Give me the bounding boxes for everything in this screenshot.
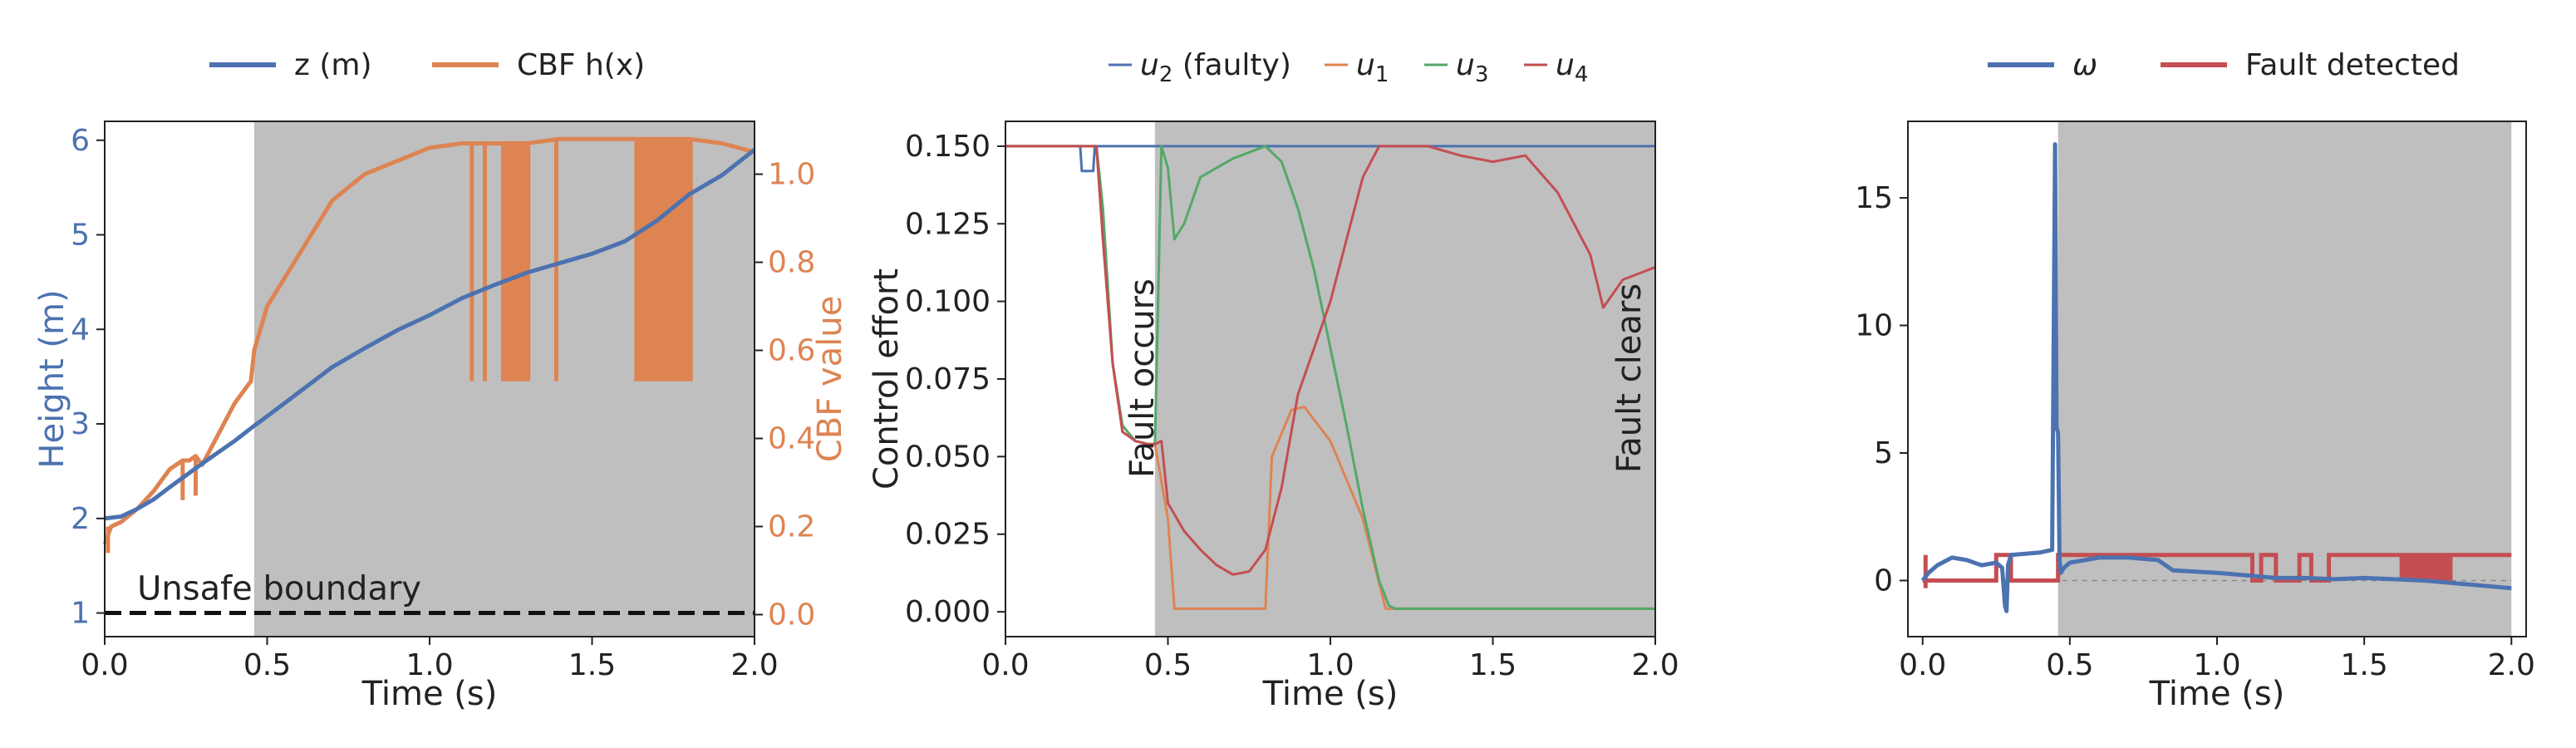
y-tick-label: 1 [71,597,90,631]
legend-label: CBF h(x) [517,48,645,82]
legend-label: z (m) [294,48,372,82]
x-tick-label: 1.0 [406,648,453,682]
x-axis-label: Time (s) [361,675,498,713]
fault-window-shade [2057,121,2512,637]
y-tick-label-right: 0.6 [768,334,815,368]
series-line-u3 [1005,145,1655,610]
series-line-u4 [1005,145,1656,576]
y-tick-label: 0.125 [905,207,991,241]
legend-label: u1 [1356,48,1389,87]
x-tick-label: 2.0 [730,648,778,682]
y-tick-label: 3 [71,407,90,441]
unsafe-boundary-label: Unsafe boundary [137,570,421,608]
y-tick-label: 15 [1855,181,1893,215]
x-tick-label: 0.0 [981,648,1029,682]
x-tick-label: 0.5 [1144,648,1192,682]
y-tick-label: 0.050 [905,440,991,474]
y-tick-label: 0.000 [905,595,991,629]
height-line [104,148,756,521]
x-axis-label: Time (s) [1262,675,1399,713]
fault-detected-chatter-band [2399,554,2453,581]
x-tick-label: 1.0 [2193,648,2240,682]
y-tick-label-right: 0.2 [768,510,815,544]
legend-label: u4 [1556,48,1588,87]
panel-2: Fault occurs Fault clears 0.0 0.5 1.0 1.5 2.… [868,48,1679,713]
x-tick-label: 0.0 [1899,648,1946,682]
legend: ω Fault detected [1988,48,2460,82]
legend: z (m) CBF h(x) [209,48,645,82]
panel-1: Unsafe boundary 0.0 0.5 1.0 1.5 2.0 1 2 3 4 5 6 0.0… [33,48,849,713]
y-tick-label: 5 [1874,436,1893,470]
x-tick-label: 2.0 [1631,648,1679,682]
fault-occurs-label: Fault occurs [1123,278,1162,478]
legend-label: u3 [1456,48,1488,87]
y-tick-label-right: 0.8 [768,246,815,280]
panel-3: 0.0 0.5 1.0 1.5 2.0 0 5 10 15 Time (s) ω Fault de… [1855,48,2535,713]
x-tick-label: 0.0 [81,648,128,682]
y-tick-label-right: 0.0 [768,598,815,632]
cbf-chatter-band [501,140,531,381]
y-axis-label-left: Height (m) [33,289,71,468]
series-line-u2-faulty- [1005,145,1655,173]
y-axis-label: Control effort [868,268,906,490]
y-tick-label: 0 [1874,563,1893,598]
y-tick-label: 0.100 [905,285,991,319]
x-axis-label: Time (s) [2149,675,2285,713]
fault-window-shade [1154,121,1655,637]
legend-label: Fault detected [2245,48,2460,82]
y-tick-label-right: 0.4 [768,422,815,456]
cbf-chatter-band [634,140,693,381]
fault-clears-label: Fault clears [1610,283,1649,473]
y-tick-label: 6 [71,124,90,158]
legend-label: ω [2072,48,2097,82]
y-tick-label: 4 [71,312,90,347]
omega-line [1920,142,2512,613]
y-tick-label: 10 [1855,309,1893,343]
y-tick-label: 0.025 [905,518,991,552]
x-tick-label: 1.5 [568,648,616,682]
x-tick-label: 1.5 [2341,648,2388,682]
y-tick-label: 2 [71,502,90,536]
y-tick-label: 0.150 [905,130,991,164]
cbf-line [102,136,755,545]
y-tick-label-right: 1.0 [768,158,815,192]
x-tick-label: 1.0 [1306,648,1354,682]
x-tick-label: 2.0 [2488,648,2535,682]
y-tick-label: 0.075 [905,362,991,396]
legend-label: u2 (faulty) [1140,48,1291,87]
x-tick-label: 0.5 [2046,648,2093,682]
x-tick-label: 0.5 [243,648,291,682]
y-axis-label-right: CBF value [811,296,849,462]
legend: u2 (faulty) u1 u3 u4 [1109,48,1588,87]
y-tick-label: 5 [71,219,90,253]
x-tick-label: 1.5 [1469,648,1517,682]
